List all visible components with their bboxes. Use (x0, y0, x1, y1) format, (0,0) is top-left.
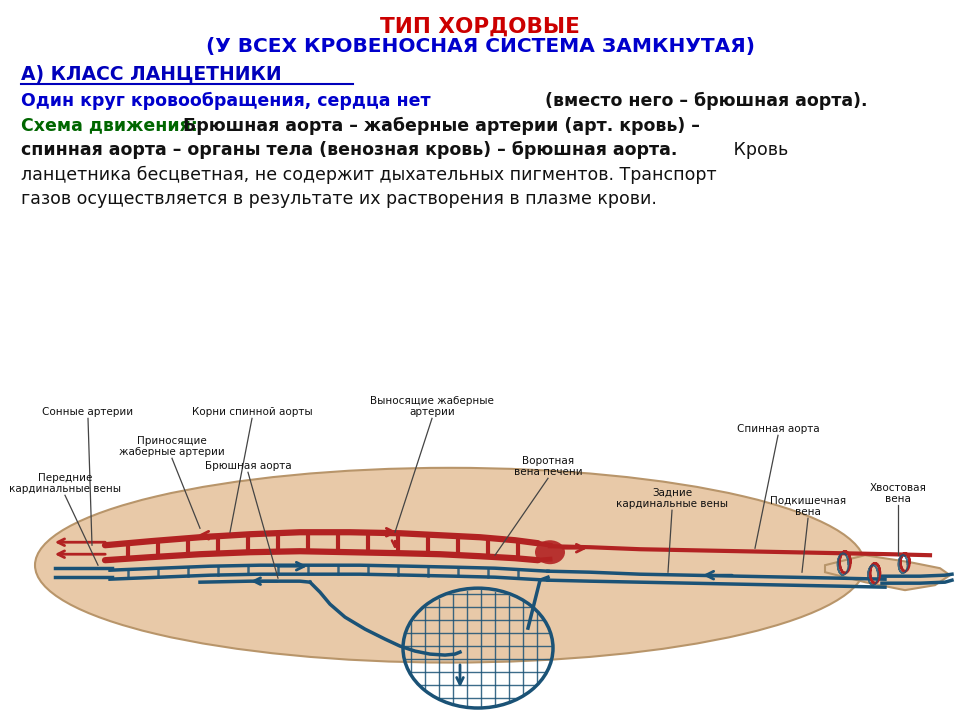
Ellipse shape (535, 540, 565, 564)
Text: ТИП ХОРДОВЫЕ: ТИП ХОРДОВЫЕ (380, 17, 580, 37)
Text: Задние
кардинальные вены: Задние кардинальные вены (616, 487, 728, 509)
Text: Выносящие жаберные
артерии: Выносящие жаберные артерии (370, 396, 494, 418)
Text: Брюшная аорта – жаберные артерии (арт. кровь) –: Брюшная аорта – жаберные артерии (арт. к… (177, 117, 700, 135)
Text: Корни спинной аорты: Корни спинной аорты (192, 408, 312, 418)
Text: Хвостовая
вена: Хвостовая вена (870, 482, 926, 504)
Text: Воротная
вена печени: Воротная вена печени (514, 456, 583, 477)
Text: Схема движения:: Схема движения: (21, 117, 198, 135)
Text: спинная аорта – органы тела (венозная кровь) – брюшная аорта.: спинная аорта – органы тела (венозная кр… (21, 141, 678, 159)
Text: Подкишечная
вена: Подкишечная вена (770, 495, 846, 517)
Text: (вместо него – брюшная аорта).: (вместо него – брюшная аорта). (545, 92, 868, 110)
Text: Приносящие
жаберные артерии: Приносящие жаберные артерии (119, 436, 225, 457)
Text: Брюшная аорта: Брюшная аорта (204, 462, 291, 472)
Ellipse shape (35, 468, 865, 662)
Text: Один круг кровообращения, сердца нет: Один круг кровообращения, сердца нет (21, 92, 437, 110)
Text: Передние
кардинальные вены: Передние кардинальные вены (9, 473, 121, 495)
Text: Спинная аорта: Спинная аорта (736, 424, 819, 434)
Text: Кровь: Кровь (728, 141, 788, 159)
Polygon shape (825, 555, 950, 590)
Text: А) КЛАСС ЛАНЦЕТНИКИ: А) КЛАСС ЛАНЦЕТНИКИ (21, 65, 281, 84)
Text: (У ВСЕХ КРОВЕНОСНАЯ СИСТЕМА ЗАМКНУТАЯ): (У ВСЕХ КРОВЕНОСНАЯ СИСТЕМА ЗАМКНУТАЯ) (205, 37, 755, 56)
Text: Сонные артерии: Сонные артерии (42, 408, 133, 418)
Text: ланцетника бесцветная, не содержит дыхательных пигментов. Транспорт: ланцетника бесцветная, не содержит дыхат… (21, 166, 717, 184)
Text: газов осуществляется в результате их растворения в плазме крови.: газов осуществляется в результате их рас… (21, 190, 657, 208)
